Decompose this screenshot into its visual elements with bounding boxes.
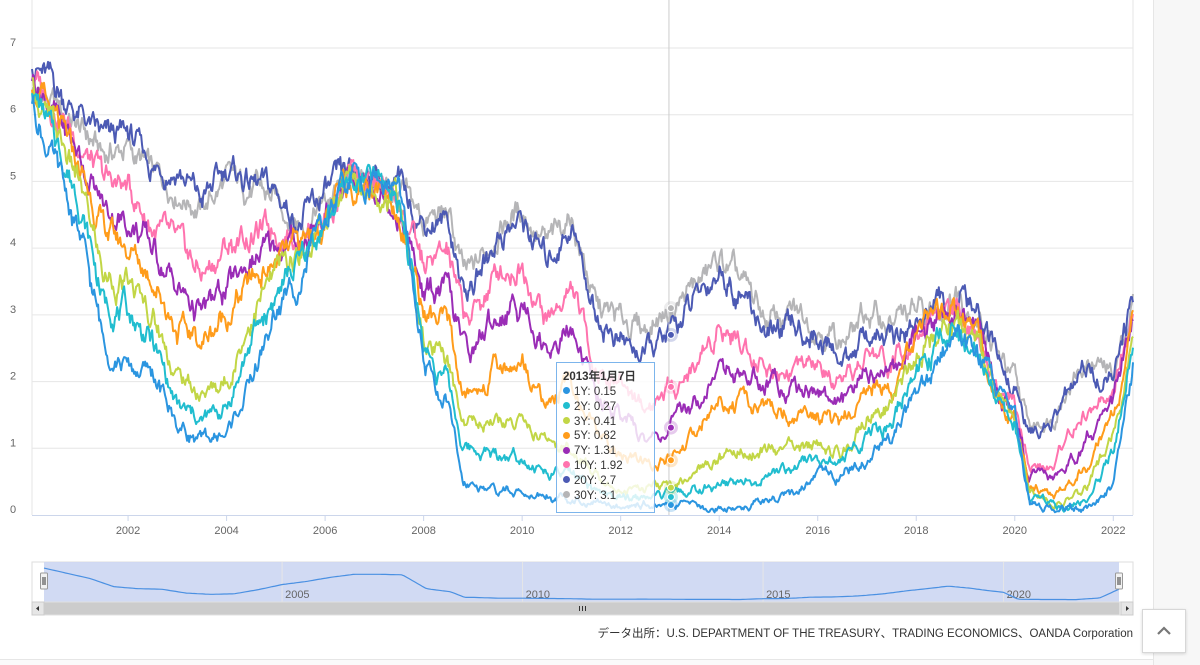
x-tick-label: 2020 — [1003, 525, 1027, 537]
hover-point-30Y — [666, 304, 675, 313]
tooltip-row: 2Y: 0.27 — [563, 400, 648, 415]
x-tick-label: 2022 — [1101, 525, 1125, 537]
page-scroll-gutter — [1153, 0, 1200, 665]
navigator-tick-label: 2020 — [1007, 589, 1031, 601]
y-tick-label: 4 — [10, 237, 16, 249]
y-tick-label: 3 — [10, 304, 16, 316]
y-tick-label: 2 — [10, 371, 16, 383]
x-tick-label: 2004 — [214, 525, 238, 537]
back-to-top-button[interactable] — [1142, 609, 1186, 653]
tooltip-row: 7Y: 1.31 — [563, 444, 648, 459]
tooltip-row: 3Y: 0.41 — [563, 415, 648, 430]
hover-point-10Y — [666, 382, 675, 391]
chevron-up-icon — [1157, 626, 1171, 635]
series-dot-icon — [563, 446, 570, 454]
tooltip-value: 2Y: 0.27 — [574, 400, 617, 413]
yield-curve-chart: 0 1 2 3 4 5 6 7 2002 2004 2006 2008 2010 2012 2014 2016… — [10, 0, 1134, 616]
tooltip-value: 30Y: 3.1 — [574, 489, 617, 502]
navigator-tick-label: 2010 — [526, 589, 550, 601]
hover-point-1Y — [666, 500, 675, 509]
y-tick-label: 1 — [10, 437, 16, 449]
navigator-right-handle[interactable] — [1115, 572, 1123, 590]
chart-tooltip: 2013年1月7日 1Y: 0.15 2Y: 0.27 3Y: 0.41 5Y: 0.… — [556, 362, 655, 513]
tooltip-row: 5Y: 0.82 — [563, 429, 648, 444]
hover-point-20Y — [666, 330, 675, 339]
arrow-left-icon — [36, 606, 39, 611]
data-source-text: データ出所：U.S. DEPARTMENT OF THE TREASURY、TR… — [597, 628, 1133, 640]
navigator-series-line — [43, 567, 1120, 601]
handle-body[interactable] — [1115, 572, 1123, 590]
y-tick-label: 0 — [10, 504, 16, 516]
tooltip-value: 20Y: 2.7 — [574, 474, 617, 487]
hover-point-5Y — [666, 456, 675, 465]
tooltip-date: 2013年1月7日 — [563, 371, 636, 383]
navigator-tick-label: 2015 — [766, 589, 790, 601]
tooltip-row: 10Y: 1.92 — [563, 459, 648, 474]
navigator-selected-range[interactable] — [44, 562, 1119, 602]
series-dot-icon — [563, 387, 570, 395]
hover-point-3Y — [666, 483, 675, 492]
tooltip-row: 30Y: 3.1 — [563, 489, 648, 504]
tooltip-value: 7Y: 1.31 — [574, 445, 617, 458]
series-dot-icon — [563, 402, 570, 410]
series-dot-icon — [563, 417, 570, 425]
x-tick-label: 2014 — [707, 525, 731, 537]
series-dot-icon — [563, 491, 570, 499]
series-dot-icon — [563, 431, 570, 439]
x-tick-label: 2002 — [116, 525, 140, 537]
page-bottom-border — [0, 659, 1153, 665]
scroll-left-button[interactable] — [31, 601, 45, 616]
x-tick-label: 2016 — [805, 525, 829, 537]
tooltip-value: 5Y: 0.82 — [574, 430, 617, 443]
x-tick-label: 2006 — [313, 525, 337, 537]
tooltip-value: 1Y: 0.15 — [574, 386, 617, 398]
hover-point-2Y — [666, 492, 675, 501]
navigator-left-handle[interactable] — [40, 572, 48, 590]
x-tick-label: 2012 — [608, 525, 632, 537]
tooltip-row: 20Y: 2.7 — [563, 474, 648, 489]
scroll-right-button[interactable] — [1120, 601, 1134, 616]
navigator-tick-label: 2005 — [285, 589, 309, 601]
arrow-right-icon — [1126, 606, 1129, 611]
series-dot-icon — [563, 461, 570, 469]
grid-lines — [32, 47, 1133, 449]
y-tick-label: 7 — [10, 37, 16, 49]
navigator-scrollbar-thumb[interactable] — [43, 602, 1120, 615]
handle-body[interactable] — [40, 572, 48, 590]
x-tick-label: 2018 — [904, 525, 928, 537]
series-dot-icon — [563, 476, 570, 484]
x-tick-label: 2008 — [411, 525, 435, 537]
tooltip-row: 1Y: 0.15 — [563, 385, 648, 400]
y-tick-label: 5 — [10, 170, 16, 182]
x-tick-label: 2010 — [510, 525, 534, 537]
tooltip-value: 3Y: 0.41 — [574, 415, 617, 428]
hover-point-7Y — [666, 423, 675, 432]
tooltip-value: 10Y: 1.92 — [574, 459, 623, 472]
y-tick-label: 6 — [10, 104, 16, 116]
